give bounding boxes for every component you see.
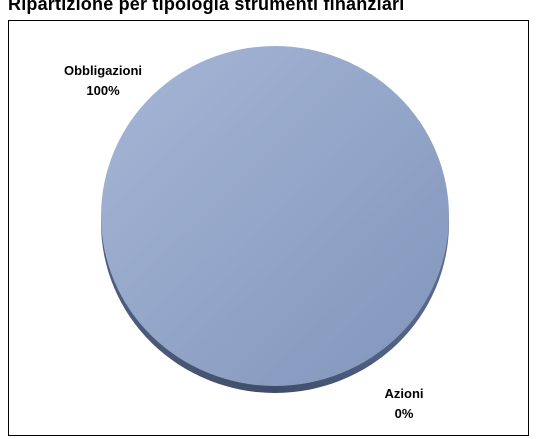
data-label-name-azioni: Azioni: [385, 386, 424, 401]
pie-slice-obbligazioni: [101, 46, 449, 386]
data-label-name-obbligazioni: Obbligazioni: [64, 63, 142, 78]
data-label-value-azioni: 0%: [395, 406, 414, 421]
data-label-value-obbligazioni: 100%: [86, 83, 120, 98]
label-layer: Obbligazioni 100% Azioni 0%: [64, 63, 424, 421]
chart-title: Ripartizione per tipologia strumenti fin…: [8, 0, 405, 14]
title-strip: Ripartizione per tipologia strumenti fin…: [0, 0, 537, 20]
pie-layer: [101, 46, 449, 393]
